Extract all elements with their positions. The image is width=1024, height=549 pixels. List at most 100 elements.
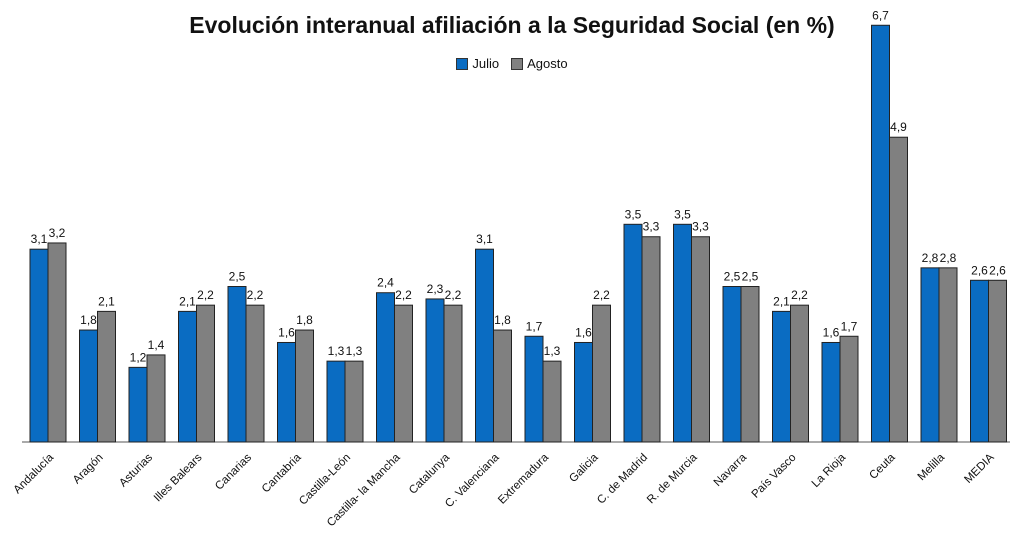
bar-julio-10 bbox=[524, 335, 544, 443]
data-label-agosto-15: 2,2 bbox=[791, 288, 808, 302]
bar-julio-6 bbox=[326, 360, 346, 443]
data-label-agosto-18: 2,8 bbox=[940, 251, 957, 265]
bar-agosto-0 bbox=[47, 242, 67, 443]
data-label-julio-13: 3,5 bbox=[674, 207, 691, 221]
category-label-14: Navarra bbox=[712, 451, 750, 489]
bar-julio-17 bbox=[871, 24, 890, 443]
data-label-julio-0: 3,1 bbox=[31, 232, 48, 246]
bar-julio-8 bbox=[425, 298, 445, 443]
data-label-julio-8: 2,3 bbox=[427, 282, 444, 296]
bar-julio-1 bbox=[79, 329, 98, 443]
data-label-agosto-1: 2,1 bbox=[98, 294, 115, 308]
category-label-19: MEDIA bbox=[962, 451, 996, 485]
legend-swatch-agosto bbox=[511, 57, 524, 70]
legend-label-agosto: Agosto bbox=[527, 56, 568, 71]
data-label-julio-5: 1,6 bbox=[278, 325, 295, 339]
bar-agosto-14 bbox=[740, 286, 760, 443]
data-label-julio-1: 1,8 bbox=[80, 313, 97, 327]
category-label-1: Aragón bbox=[71, 452, 106, 487]
data-label-julio-15: 2,1 bbox=[773, 294, 790, 308]
bar-julio-3 bbox=[178, 310, 197, 443]
bar-julio-19 bbox=[970, 279, 989, 443]
data-label-agosto-11: 2,2 bbox=[593, 288, 610, 302]
data-label-agosto-2: 1,4 bbox=[148, 338, 165, 352]
bar-julio-11 bbox=[574, 341, 593, 443]
bar-julio-13 bbox=[673, 223, 692, 443]
bar-agosto-11 bbox=[592, 304, 611, 443]
category-label-5: Cantabria bbox=[260, 451, 304, 495]
bar-julio-2 bbox=[128, 366, 148, 443]
bar-agosto-3 bbox=[196, 304, 215, 443]
chart-title: Evolución interanual afiliación a la Seg… bbox=[189, 12, 835, 38]
data-label-julio-11: 1,6 bbox=[575, 325, 592, 339]
data-label-julio-3: 2,1 bbox=[179, 294, 196, 308]
data-label-julio-10: 1,7 bbox=[526, 319, 543, 333]
category-label-6: Castilla-León bbox=[297, 452, 353, 508]
data-label-julio-19: 2,6 bbox=[971, 263, 988, 277]
data-label-julio-7: 2,4 bbox=[377, 276, 394, 290]
legend-item-agosto: Agosto bbox=[511, 56, 568, 71]
category-label-2: Asturias bbox=[117, 451, 155, 489]
data-label-agosto-13: 3,3 bbox=[692, 220, 709, 234]
bar-julio-0 bbox=[29, 248, 49, 443]
data-label-julio-16: 1,6 bbox=[823, 325, 840, 339]
category-label-15: País Vasco bbox=[750, 452, 799, 501]
bar-julio-16 bbox=[821, 341, 841, 443]
data-label-julio-9: 3,1 bbox=[476, 232, 493, 246]
category-label-10: Extremadura bbox=[496, 451, 551, 506]
category-label-13: R. de Murcia bbox=[645, 451, 700, 506]
data-label-agosto-4: 2,2 bbox=[247, 288, 264, 302]
bar-agosto-9 bbox=[493, 329, 512, 443]
bar-julio-15 bbox=[772, 310, 791, 443]
data-label-agosto-17: 4,9 bbox=[890, 120, 907, 134]
legend-label-julio: Julio bbox=[472, 56, 500, 71]
data-label-agosto-6: 1,3 bbox=[346, 344, 363, 358]
data-label-agosto-19: 2,6 bbox=[989, 263, 1006, 277]
bar-julio-4 bbox=[227, 286, 247, 443]
bar-agosto-19 bbox=[988, 279, 1007, 443]
data-label-julio-18: 2,8 bbox=[922, 251, 939, 265]
data-label-agosto-7: 2,2 bbox=[395, 288, 412, 302]
category-label-11: Galicia bbox=[567, 451, 601, 485]
bar-agosto-10 bbox=[542, 360, 562, 443]
bar-agosto-17 bbox=[889, 136, 908, 443]
bar-agosto-18 bbox=[938, 267, 958, 443]
category-label-0: Andalucía bbox=[11, 451, 56, 496]
bar-julio-12 bbox=[623, 223, 643, 443]
bar-agosto-2 bbox=[146, 354, 166, 443]
bar-julio-14 bbox=[722, 286, 742, 443]
category-label-12: C. de Madrid bbox=[595, 452, 650, 507]
data-label-julio-6: 1,3 bbox=[328, 344, 345, 358]
data-label-julio-17: 6,7 bbox=[872, 8, 889, 22]
data-label-julio-14: 2,5 bbox=[724, 270, 741, 284]
bar-julio-9 bbox=[475, 248, 494, 443]
bar-agosto-6 bbox=[344, 360, 364, 443]
data-label-agosto-5: 1,8 bbox=[296, 313, 313, 327]
category-label-8: Catalunya bbox=[407, 451, 453, 497]
data-label-julio-2: 1,2 bbox=[130, 350, 147, 364]
data-label-agosto-0: 3,2 bbox=[49, 226, 66, 240]
category-label-4: Canarias bbox=[213, 451, 254, 492]
legend-item-julio: Julio bbox=[456, 56, 499, 71]
bar-agosto-8 bbox=[443, 304, 463, 443]
category-label-3: Illes Balears bbox=[152, 451, 205, 504]
bar-julio-18 bbox=[920, 267, 940, 443]
bar-agosto-1 bbox=[97, 310, 116, 443]
data-label-julio-12: 3,5 bbox=[625, 207, 642, 221]
bar-agosto-15 bbox=[790, 304, 809, 443]
data-label-agosto-9: 1,8 bbox=[494, 313, 511, 327]
data-label-agosto-12: 3,3 bbox=[643, 220, 660, 234]
bar-julio-7 bbox=[376, 292, 395, 443]
bar-agosto-12 bbox=[641, 236, 661, 443]
bar-agosto-16 bbox=[839, 335, 859, 443]
bar-agosto-13 bbox=[691, 236, 710, 443]
data-label-agosto-14: 2,5 bbox=[742, 270, 759, 284]
category-label-18: Melilla bbox=[916, 451, 948, 483]
legend-swatch-julio bbox=[456, 57, 469, 70]
chart-legend: Julio Agosto bbox=[0, 56, 1024, 71]
data-label-agosto-10: 1,3 bbox=[544, 344, 561, 358]
category-label-17: Ceuta bbox=[867, 451, 898, 482]
bar-julio-5 bbox=[277, 341, 296, 443]
data-label-agosto-3: 2,2 bbox=[197, 288, 214, 302]
